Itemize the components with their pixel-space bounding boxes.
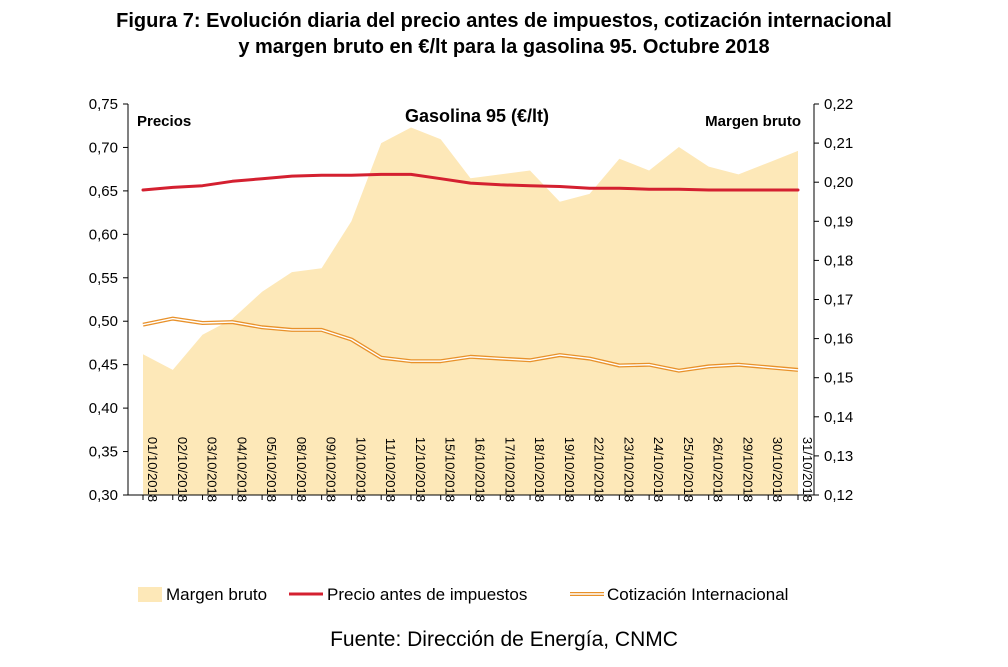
legend-label-margen: Margen bruto [166, 585, 267, 604]
x-tick-label: 09/10/2018 [324, 437, 339, 502]
right-tick-label: 0,21 [824, 135, 853, 152]
right-tick-label: 0,16 [824, 331, 853, 348]
left-tick-label: 0,45 [89, 357, 118, 374]
x-tick-label: 22/10/2018 [592, 437, 607, 502]
right-axis-label: Margen bruto [705, 113, 801, 130]
x-tick-label: 11/10/2018 [383, 438, 398, 502]
right-tick-label: 0,15 [824, 370, 853, 387]
x-tick-label: 02/10/2018 [175, 437, 190, 502]
right-tick-label: 0,19 [824, 213, 853, 230]
series-cotizacion-internacional-inner [142, 317, 799, 372]
figure-title-line1: Figura 7: Evolución diaria del precio an… [116, 10, 892, 32]
x-tick-label: 03/10/2018 [205, 437, 220, 502]
left-tick-label: 0,50 [89, 313, 118, 330]
series-margen-bruto-area [143, 127, 798, 495]
left-tick-label: 0,55 [89, 270, 118, 287]
left-tick-label: 0,75 [89, 96, 118, 113]
x-tick-label: 05/10/2018 [264, 437, 279, 502]
chart-title: Gasolina 95 (€/lt) [405, 106, 549, 126]
figure-title: Figura 7: Evolución diaria del precio an… [0, 8, 1008, 60]
right-tick-label: 0,14 [824, 409, 853, 426]
x-tick-label: 17/10/2018 [502, 437, 517, 502]
axes-layer: 0,30 0,35 0,40 0,45 0,50 0,55 0,60 0,65 0,70 0,75… [89, 96, 853, 504]
left-tick-label: 0,70 [89, 139, 118, 156]
x-tick-label: 30/10/2018 [770, 437, 785, 502]
legend-swatch-margen [138, 587, 162, 602]
right-tick-label: 0,12 [824, 487, 853, 504]
lines-layer [141, 172, 800, 373]
left-tick-label: 0,35 [89, 444, 118, 461]
right-tick-label: 0,18 [824, 252, 853, 269]
left-tick-label: 0,40 [89, 400, 118, 417]
source-note: Fuente: Dirección de Energía, CNMC [330, 628, 678, 651]
x-tick-label: 29/10/2018 [741, 437, 756, 502]
left-tick-label: 0,30 [89, 487, 118, 504]
x-tick-label: 18/10/2018 [532, 437, 547, 502]
x-tick-label: 10/10/2018 [353, 437, 368, 502]
x-tick-label: 16/10/2018 [473, 437, 488, 502]
left-tick-label: 0,65 [89, 183, 118, 200]
labels-layer: Precios Margen bruto Gasolina 95 (€/lt) [137, 106, 801, 130]
x-tick-label: 31/10/2018 [800, 437, 815, 502]
x-tick-label: 15/10/2018 [443, 437, 458, 502]
x-tick-label: 19/10/2018 [562, 437, 577, 502]
series-precio-antes-impuestos-line [141, 172, 800, 192]
right-tick-label: 0,13 [824, 448, 853, 465]
left-axis-label: Precios [137, 113, 191, 130]
margen-area-layer [143, 127, 798, 495]
left-tick-label: 0,60 [89, 226, 118, 243]
x-tick-label: 12/10/2018 [413, 437, 428, 502]
right-tick-label: 0,22 [824, 96, 853, 113]
legend: Margen bruto Precio antes de impuestos C… [138, 585, 788, 604]
right-tick-label: 0,17 [824, 292, 853, 309]
legend-label-precio: Precio antes de impuestos [327, 585, 527, 604]
right-tick-label: 0,20 [824, 174, 853, 191]
figure-title-line2: y margen bruto en €/lt para la gasolina … [238, 36, 770, 58]
x-tick-label: 23/10/2018 [621, 437, 636, 502]
x-tick-label: 25/10/2018 [681, 437, 696, 502]
x-tick-label: 04/10/2018 [234, 437, 249, 502]
x-tick-label: 01/10/2018 [145, 437, 160, 502]
x-tick-label: 24/10/2018 [651, 437, 666, 502]
legend-label-cotizacion: Cotización Internacional [607, 585, 788, 604]
x-tick-label: 08/10/2018 [294, 437, 309, 502]
x-tick-label: 26/10/2018 [711, 437, 726, 502]
